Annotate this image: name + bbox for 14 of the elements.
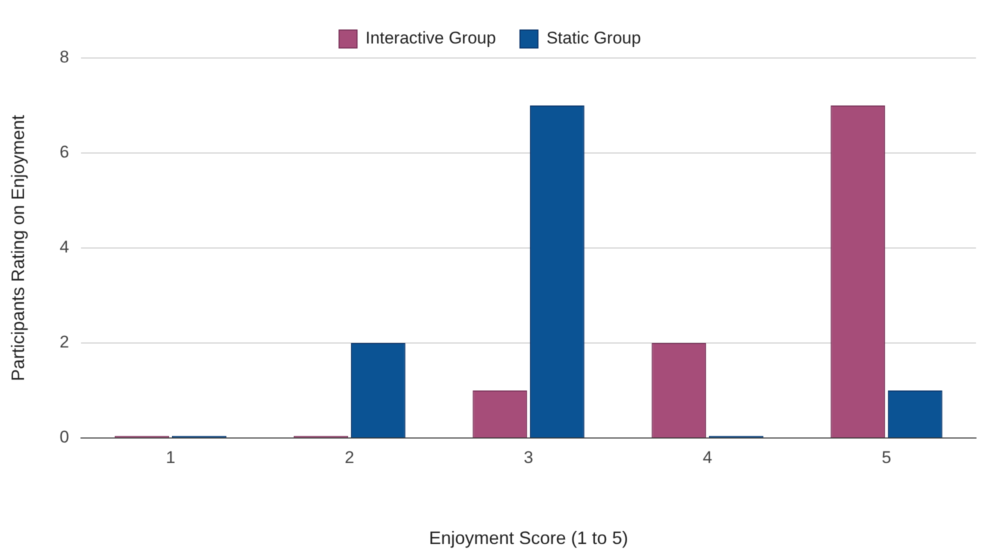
- y-axis-title: Participants Rating on Enjoyment: [8, 114, 28, 382]
- y-tick-label: 8: [60, 48, 70, 67]
- legend-label: Interactive Group: [366, 28, 496, 48]
- y-tick-label: 4: [60, 238, 70, 257]
- x-tick-label: 5: [882, 448, 892, 467]
- x-tick-label: 2: [344, 448, 354, 467]
- x-axis-title: Enjoyment Score (1 to 5): [428, 528, 628, 548]
- x-tick-label: 1: [166, 448, 176, 467]
- y-tick-label: 2: [60, 332, 70, 352]
- legend-label: Static Group: [546, 28, 641, 48]
- y-tick-label: 6: [60, 142, 70, 162]
- x-tick-label: 3: [524, 448, 534, 467]
- x-tick-label: 4: [702, 448, 712, 467]
- y-tick-label: 0: [60, 428, 70, 447]
